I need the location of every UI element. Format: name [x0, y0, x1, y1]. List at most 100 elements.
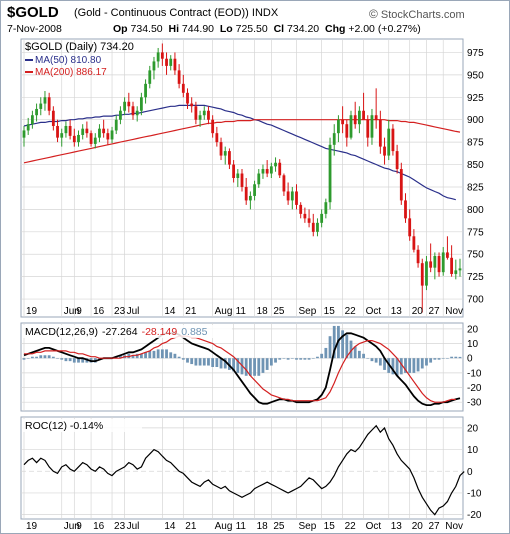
candle-body — [81, 128, 85, 135]
candle-body — [353, 115, 357, 125]
candle-body — [219, 142, 223, 156]
candle-body — [194, 106, 198, 120]
macd-histogram-bar — [127, 353, 131, 359]
price-y-tick-label: 825 — [467, 182, 484, 193]
brand-text: StockCharts.com — [380, 9, 465, 21]
macd-y-tick-label: -10 — [467, 368, 482, 379]
roc-y-tick-label: 20 — [467, 423, 479, 434]
macd-histogram-bar — [290, 358, 294, 359]
candle-body — [320, 213, 324, 223]
macd-legend-bg — [22, 325, 232, 338]
roc-x-tick-label: 15 — [324, 521, 336, 532]
macd-histogram-bar — [144, 352, 147, 359]
price-x-tick-label: 25 — [273, 306, 285, 317]
candle-body — [433, 256, 437, 268]
candle-body — [416, 249, 420, 264]
macd-histogram-bar — [198, 358, 202, 366]
roc-x-tick-label: 22 — [345, 521, 357, 532]
candle-body — [181, 83, 185, 93]
macd-histogram-bar — [269, 358, 273, 366]
copyright-icon: © — [369, 7, 378, 21]
candle-body — [139, 97, 143, 111]
roc-legend-bg — [22, 419, 142, 432]
price-x-tick-label: Sep — [299, 306, 317, 317]
candle-body — [30, 115, 34, 125]
candle-body — [123, 101, 127, 111]
macd-y-tick-label: -20 — [467, 383, 482, 394]
candle-body — [156, 52, 160, 62]
macd-histogram-bar — [148, 350, 152, 359]
macd-histogram-bar — [349, 340, 353, 359]
roc-panel-border — [20, 416, 464, 520]
macd-histogram-bar — [303, 358, 307, 360]
roc-line — [23, 424, 465, 516]
roc-x-tick-label: 23 — [114, 521, 126, 532]
candle-body — [362, 110, 365, 120]
roc-x-tick-label: 19 — [26, 521, 38, 532]
candle-body — [425, 261, 428, 286]
price-x-tick-label: 27 — [428, 306, 440, 317]
macd-histogram-bar — [299, 358, 303, 360]
macd-histogram-bar — [60, 358, 64, 360]
stockcharts-brand[interactable]: © StockCharts.com — [369, 7, 465, 21]
macd-histogram-bar — [278, 358, 282, 360]
price-y-tick-label: 875 — [467, 138, 484, 149]
macd-histogram-bar — [202, 358, 206, 366]
macd-histogram-bar — [47, 355, 51, 359]
macd-histogram-bar — [186, 358, 189, 363]
roc-y-tick-label: -10 — [467, 488, 482, 499]
macd-histogram-bar — [433, 358, 437, 360]
candle-body — [311, 222, 315, 232]
macd-histogram-bar — [320, 353, 324, 359]
price-x-tick-label: 11 — [236, 306, 247, 317]
candle-body — [98, 128, 101, 138]
candle-body — [64, 125, 68, 134]
price-y-tick-label: 900 — [467, 115, 484, 126]
macd-histogram-bar — [51, 356, 55, 359]
candle-body — [269, 166, 273, 174]
price-x-tick-label: 16 — [93, 306, 105, 317]
price-y-tick-label: 750 — [467, 250, 484, 261]
roc-x-tick-label: Nov — [445, 521, 463, 532]
candle-body — [26, 124, 30, 131]
candle-body — [244, 186, 248, 201]
candle-body — [56, 125, 59, 138]
macd-histogram-bar — [215, 358, 219, 367]
roc-x-tick-label: 9 — [76, 521, 82, 532]
macd-histogram-bar — [156, 349, 160, 359]
price-x-tick-label: 20 — [412, 306, 424, 317]
roc-x-tick-label: 21 — [185, 521, 197, 532]
macd-line — [23, 332, 461, 407]
candle-body — [412, 236, 416, 250]
roc-x-tick-label: 25 — [273, 521, 285, 532]
candle-body — [349, 115, 353, 138]
candle-body — [173, 58, 177, 71]
macd-histogram-bar — [399, 358, 403, 375]
price-x-tick-label: 15 — [324, 306, 336, 317]
candle-body — [357, 110, 361, 125]
candle-body — [240, 173, 244, 187]
candle-body — [232, 164, 236, 178]
price-legend-title: $GOLD (Daily) 734.20 — [25, 41, 134, 53]
macd-histogram-bar — [362, 353, 365, 359]
macd-histogram-bar — [248, 358, 252, 376]
macd-histogram-bar — [257, 358, 261, 376]
macd-histogram-bar — [404, 358, 407, 373]
candle-body — [47, 97, 51, 111]
candle-body — [278, 162, 282, 176]
candle-body — [299, 204, 303, 214]
roc-x-tick-label: 20 — [412, 521, 424, 532]
macd-histogram-bar — [35, 356, 38, 359]
macd-histogram-bar — [39, 355, 43, 359]
candle-body — [106, 133, 110, 140]
price-x-tick-label: 9 — [76, 306, 82, 317]
price-x-tick-label: Nov — [445, 306, 463, 317]
price-x-tick-label: 13 — [391, 306, 403, 317]
macd-histogram-bar — [152, 350, 156, 359]
candle-body — [286, 191, 290, 201]
macd-histogram-bar — [135, 353, 139, 359]
macd-histogram-bar — [68, 358, 72, 362]
ma50-line — [23, 104, 456, 201]
macd-histogram-bar — [353, 346, 357, 359]
macd-histogram-bar — [416, 358, 420, 372]
